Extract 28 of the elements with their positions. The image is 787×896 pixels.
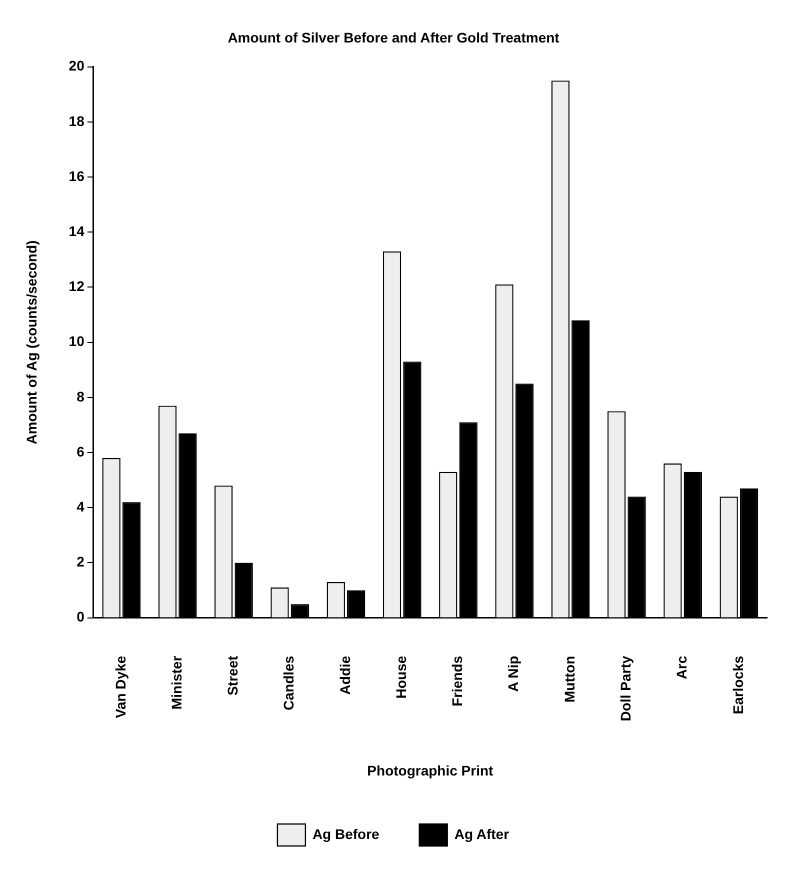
x-tick-label: Van Dyke (112, 656, 128, 718)
y-tick-label: 12 (68, 278, 85, 294)
y-tick-label: 4 (76, 498, 85, 514)
y-axis-title: Amount of Ag (counts/second) (23, 240, 40, 444)
y-tick-label: 2 (76, 554, 85, 570)
x-tick-label: Earlocks (730, 656, 746, 714)
x-tick-label: Friends (449, 656, 466, 706)
y-tick-label: 14 (68, 222, 85, 239)
x-axis-title: Photographic Print (367, 762, 494, 778)
x-tick-label: A Nip (505, 656, 522, 692)
x-tick-label: Candles (280, 656, 297, 710)
y-tick-label: 18 (68, 112, 85, 129)
x-tick-label: Mutton (561, 656, 578, 703)
y-tick-label: 16 (68, 168, 85, 184)
x-tick-label: Doll Party (618, 656, 634, 722)
y-tick-label: 10 (68, 333, 85, 350)
y-tick-label: 6 (76, 443, 85, 460)
y-tick-label: 20 (68, 58, 85, 74)
legend-label: Ag Before (312, 826, 380, 842)
x-tick-label: House (392, 656, 409, 699)
y-tick-label: 0 (76, 608, 85, 625)
y-tick-label: 8 (76, 388, 85, 404)
x-tick-label: Minister (168, 655, 184, 710)
x-tick-label: Arc (674, 656, 690, 680)
chart-title: Amount of Silver Before and After Gold Treatment (228, 29, 560, 46)
x-tick-label: Addie (336, 656, 353, 695)
legend-label: Ag After (454, 826, 510, 842)
x-tick-label: Street (224, 656, 241, 696)
